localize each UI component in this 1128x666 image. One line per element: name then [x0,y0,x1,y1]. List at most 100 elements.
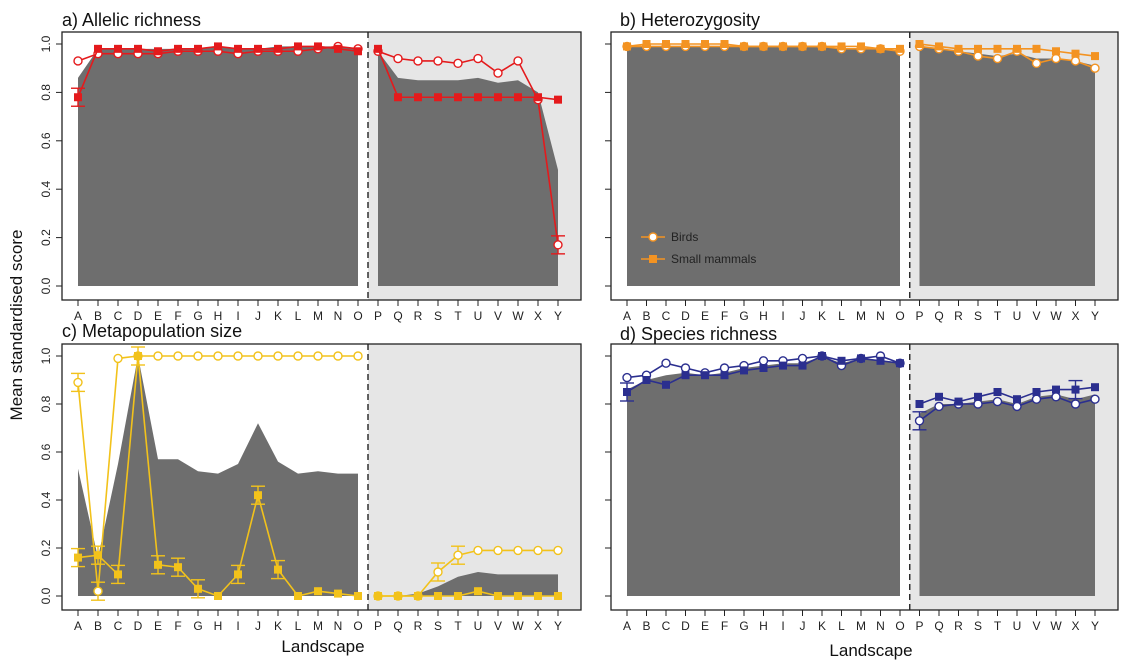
panel-frame [610,343,1119,611]
data-point [973,51,983,61]
data-point [1013,395,1021,404]
x-tick-label: U [1013,309,1022,323]
data-point [1031,394,1042,404]
data-point [973,399,983,409]
y-tick-label: 0.4 [39,181,53,198]
x-tick-label: D [681,309,690,323]
x-tick-label: L [838,619,845,633]
data-point [798,361,807,370]
panel-title: b) Heterozygosity [620,10,760,30]
shaded-region [368,344,581,610]
legend: Birds Small mammals [641,230,756,266]
data-point [642,40,651,48]
x-tick-label: S [434,309,442,323]
data-point [474,587,482,596]
data-point [334,589,342,598]
x-tick-label: O [353,619,362,633]
y-tick-label: 0.2 [39,229,53,246]
area-segment-1 [627,46,900,286]
y-tick-label: 0.0 [39,587,53,604]
data-point [974,44,982,53]
data-point [954,44,963,53]
data-point [434,592,442,600]
x-tick-label: Y [554,619,562,633]
data-point [313,351,323,361]
legend-marker-small-mammals [649,255,657,263]
x-tick-label: L [295,309,302,323]
data-point [720,40,729,48]
data-point [93,586,103,596]
x-tick-label: M [856,619,866,633]
data-point [740,42,748,51]
x-tick-label: C [662,619,671,633]
data-point [935,392,943,401]
series-small-mammals [71,42,562,107]
data-point [73,377,83,388]
x-tick-label: W [512,309,524,323]
x-tick-label: U [474,619,483,633]
panel-frame [610,31,1119,301]
x-tick-label: P [374,309,382,323]
series-line [919,45,1096,69]
data-point [433,56,443,66]
x-tick-label: D [134,309,143,323]
x-tick-label: A [623,309,631,323]
x-tick-label: A [623,619,631,633]
series-line [377,48,559,101]
data-point [294,592,302,600]
area-segment-2 [919,394,1095,596]
data-point [354,592,362,600]
data-point [254,491,262,500]
y-tick-label: 1.0 [39,35,53,52]
x-tick-label: J [800,619,806,633]
x-tick-label: G [193,619,202,633]
data-point [394,93,402,102]
data-point [876,44,885,53]
data-point [274,565,282,574]
series-line [919,386,1096,405]
data-point [935,42,943,51]
data-point [114,44,122,53]
data-point [394,592,402,600]
data-point [274,44,282,53]
x-tick-label: H [759,309,768,323]
panel-frame [61,343,582,611]
data-point [134,352,142,360]
x-tick-label: T [994,619,1002,633]
data-point [1012,401,1022,412]
y-tick-label: 0.8 [39,395,53,412]
data-point [1071,49,1080,58]
data-point [662,380,670,389]
x-tick-label: H [214,619,223,633]
data-point [857,42,865,51]
data-point [173,351,183,361]
data-point [473,53,483,64]
x-tick-label: X [1071,309,1079,323]
data-point [661,358,671,368]
data-point [992,53,1003,64]
x-axis-title-right: Landscape [829,641,912,660]
x-tick-label: S [974,309,982,323]
x-tick-label: B [94,309,102,323]
data-point [333,351,343,361]
data-point [623,42,631,51]
x-tick-label: F [174,619,181,633]
x-tick-label: X [534,309,542,323]
data-point [113,353,123,364]
x-tick-label: H [214,309,223,323]
y-tick-label: 0.2 [39,539,53,556]
x-tick-label: Q [934,309,943,323]
data-point [473,545,483,556]
data-point [474,93,482,102]
data-point [454,93,462,102]
x-tick-label: N [334,619,343,633]
x-tick-label: I [781,309,784,323]
data-point [513,545,523,556]
x-tick-label: G [193,309,202,323]
data-point [94,551,102,560]
data-point [453,58,463,69]
x-tick-label: M [856,309,866,323]
series-small-mammals [71,346,562,600]
y-tick-label: 1.0 [39,347,53,364]
x-tick-label: L [838,309,845,323]
